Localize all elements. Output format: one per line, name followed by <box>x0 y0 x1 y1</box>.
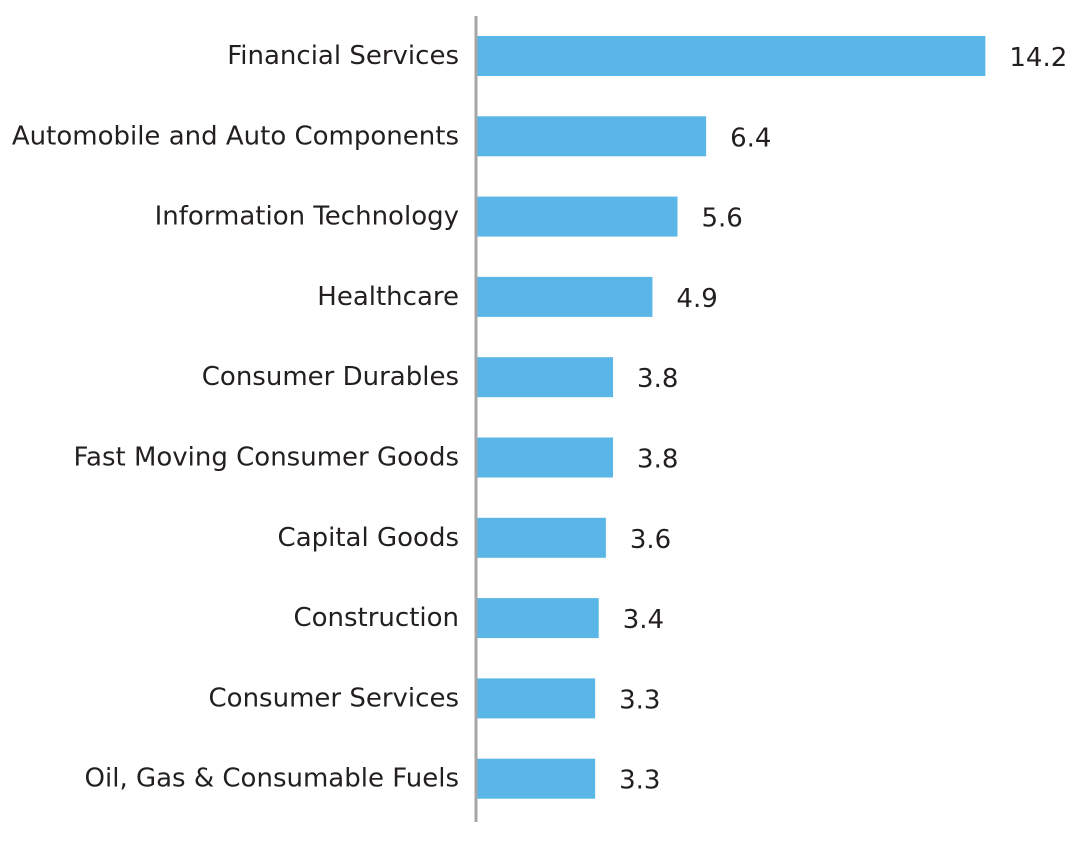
bars-layer: Financial Services 14.2 Automobile and Aut… <box>12 36 1067 799</box>
bar-3 <box>477 276 653 317</box>
value-label-3: 4.9 <box>676 284 717 314</box>
value-label-4: 3.8 <box>637 364 678 394</box>
value-label-1: 6.4 <box>730 123 771 153</box>
category-label-8: Consumer Services <box>209 683 459 713</box>
value-label-9: 3.3 <box>619 766 660 796</box>
bar-1 <box>477 116 707 157</box>
value-label-7: 3.4 <box>623 605 664 635</box>
bar-0 <box>477 36 986 76</box>
bar-5 <box>477 437 614 478</box>
value-label-8: 3.3 <box>619 685 660 715</box>
bar-6 <box>477 517 606 558</box>
category-label-9: Oil, Gas & Consumable Fuels <box>85 764 459 794</box>
category-label-6: Capital Goods <box>278 523 459 553</box>
category-label-2: Information Technology <box>155 202 459 232</box>
bar-2 <box>477 196 678 237</box>
category-label-1: Automobile and Auto Components <box>12 121 459 151</box>
category-label-4: Consumer Durables <box>202 362 459 392</box>
category-label-3: Healthcare <box>317 282 459 312</box>
value-label-5: 3.8 <box>637 445 678 475</box>
value-label-0: 14.2 <box>1009 43 1067 73</box>
bar-9 <box>477 758 596 799</box>
bar-7 <box>477 598 599 639</box>
category-label-0: Financial Services <box>227 41 459 71</box>
bar-4 <box>477 357 614 398</box>
value-label-6: 3.6 <box>630 525 671 555</box>
bar-8 <box>477 678 596 719</box>
category-label-7: Construction <box>293 603 459 633</box>
value-label-2: 5.6 <box>701 204 742 234</box>
category-label-5: Fast Moving Consumer Goods <box>73 443 459 473</box>
